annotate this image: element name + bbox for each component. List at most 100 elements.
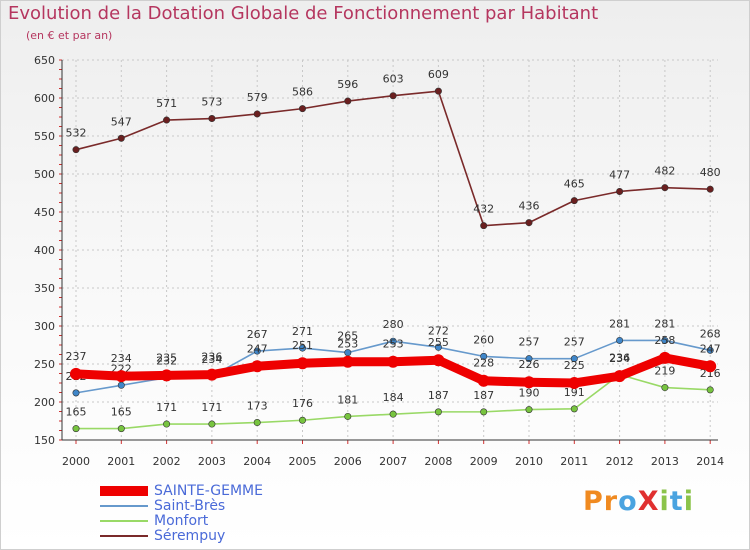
data-point-monfort xyxy=(434,408,442,416)
data-label-serempuy: 547 xyxy=(111,115,132,128)
logo-letter: i xyxy=(659,486,670,517)
data-label-serempuy: 571 xyxy=(156,97,177,110)
data-label-monfort: 219 xyxy=(654,365,675,378)
data-point-monfort xyxy=(163,420,171,428)
data-point-saint-bres xyxy=(661,336,669,344)
data-label-monfort: 184 xyxy=(383,391,404,404)
data-label-saint-bres: 281 xyxy=(654,317,675,330)
y-tick-label: 600 xyxy=(34,92,55,105)
data-point-monfort xyxy=(344,412,352,420)
data-point-saint-bres xyxy=(480,352,488,360)
data-label-monfort: 190 xyxy=(519,387,540,400)
data-label-saint-bres: 271 xyxy=(292,325,313,338)
data-point-serempuy xyxy=(163,116,171,124)
data-point-serempuy xyxy=(570,197,578,205)
data-label-sainte-gemme: 258 xyxy=(654,334,675,347)
data-label-sainte-gemme: 234 xyxy=(111,352,132,365)
legend-swatch xyxy=(100,520,148,522)
data-point-sainte-gemme xyxy=(387,355,400,368)
data-point-serempuy xyxy=(661,184,669,192)
data-label-serempuy: 532 xyxy=(66,127,87,140)
data-label-saint-bres: 260 xyxy=(473,333,494,346)
data-label-saint-bres: 281 xyxy=(609,317,630,330)
x-tick-label: 2001 xyxy=(107,455,135,468)
data-label-saint-bres: 232 xyxy=(156,355,177,368)
data-point-monfort xyxy=(480,408,488,416)
data-label-sainte-gemme: 226 xyxy=(519,358,540,371)
legend: SAINTE-GEMME Saint-Brès Monfort Sérempuy xyxy=(100,483,400,544)
legend-item: Monfort xyxy=(100,513,400,529)
data-point-saint-bres xyxy=(72,389,80,397)
data-label-serempuy: 482 xyxy=(654,165,675,178)
data-point-serempuy xyxy=(525,219,533,227)
data-label-serempuy: 436 xyxy=(519,200,540,213)
data-label-sainte-gemme: 235 xyxy=(156,351,177,364)
y-tick-label: 500 xyxy=(34,168,55,181)
logo-letter: o xyxy=(618,486,638,517)
y-tick-label: 450 xyxy=(34,206,55,219)
data-label-sainte-gemme: 251 xyxy=(292,339,313,352)
legend-label: Saint-Brès xyxy=(154,498,226,514)
legend-label: Sérempuy xyxy=(154,528,226,544)
data-point-sainte-gemme xyxy=(477,374,490,387)
data-label-sainte-gemme: 247 xyxy=(700,342,721,355)
data-label-saint-bres: 272 xyxy=(428,324,449,337)
data-point-saint-bres xyxy=(434,343,442,351)
data-point-sainte-gemme xyxy=(523,376,535,389)
legend-label: Monfort xyxy=(154,513,209,529)
data-label-sainte-gemme: 253 xyxy=(383,338,404,351)
legend-swatch xyxy=(100,505,148,507)
y-tick-label: 300 xyxy=(34,320,55,333)
y-tick-label: 150 xyxy=(34,434,55,447)
data-point-sainte-gemme xyxy=(205,368,218,381)
legend-swatch xyxy=(100,535,148,537)
data-point-serempuy xyxy=(72,146,80,154)
y-tick-label: 400 xyxy=(34,244,55,257)
data-label-serempuy: 579 xyxy=(247,91,268,104)
x-tick-label: 2009 xyxy=(470,455,498,468)
x-tick-label: 2012 xyxy=(606,455,634,468)
data-point-monfort xyxy=(72,425,80,433)
x-tick-label: 2000 xyxy=(62,455,90,468)
data-point-serempuy xyxy=(434,87,442,95)
x-tick-label: 2004 xyxy=(243,455,271,468)
data-label-monfort: 187 xyxy=(473,389,494,402)
data-label-sainte-gemme: 255 xyxy=(428,336,449,349)
data-point-serempuy xyxy=(208,115,216,123)
data-label-monfort: 187 xyxy=(428,389,449,402)
data-point-sainte-gemme xyxy=(704,360,717,373)
chart-subtitle: (en € et par an) xyxy=(26,29,113,42)
legend-item: Saint-Brès xyxy=(100,498,400,514)
data-point-sainte-gemme xyxy=(160,369,173,382)
data-label-serempuy: 477 xyxy=(609,168,630,181)
data-point-monfort xyxy=(525,406,533,414)
x-tick-label: 2014 xyxy=(696,455,724,468)
data-label-monfort: 165 xyxy=(66,406,87,419)
y-tick-label: 350 xyxy=(34,282,55,295)
data-point-sainte-gemme xyxy=(296,357,309,370)
data-point-sainte-gemme xyxy=(432,354,445,367)
data-point-saint-bres xyxy=(389,337,397,345)
data-point-serempuy xyxy=(298,105,306,113)
data-point-saint-bres xyxy=(706,346,714,354)
data-point-saint-bres xyxy=(616,336,624,344)
data-point-serempuy xyxy=(616,187,624,195)
y-tick-label: 650 xyxy=(34,54,55,67)
data-point-monfort xyxy=(117,425,125,433)
data-point-serempuy xyxy=(117,134,125,142)
data-label-sainte-gemme: 253 xyxy=(337,338,358,351)
legend-label: SAINTE-GEMME xyxy=(154,483,263,499)
data-label-monfort: 181 xyxy=(337,393,358,406)
data-point-monfort xyxy=(661,384,669,392)
data-point-sainte-gemme xyxy=(115,370,128,383)
data-label-saint-bres: 265 xyxy=(337,330,358,343)
data-label-serempuy: 586 xyxy=(292,86,313,99)
data-point-sainte-gemme xyxy=(613,370,626,383)
x-tick-label: 2011 xyxy=(560,455,588,468)
x-tick-label: 2003 xyxy=(198,455,226,468)
data-point-saint-bres xyxy=(117,381,125,389)
data-label-sainte-gemme: 237 xyxy=(66,350,87,363)
x-tick-label: 2013 xyxy=(651,455,679,468)
